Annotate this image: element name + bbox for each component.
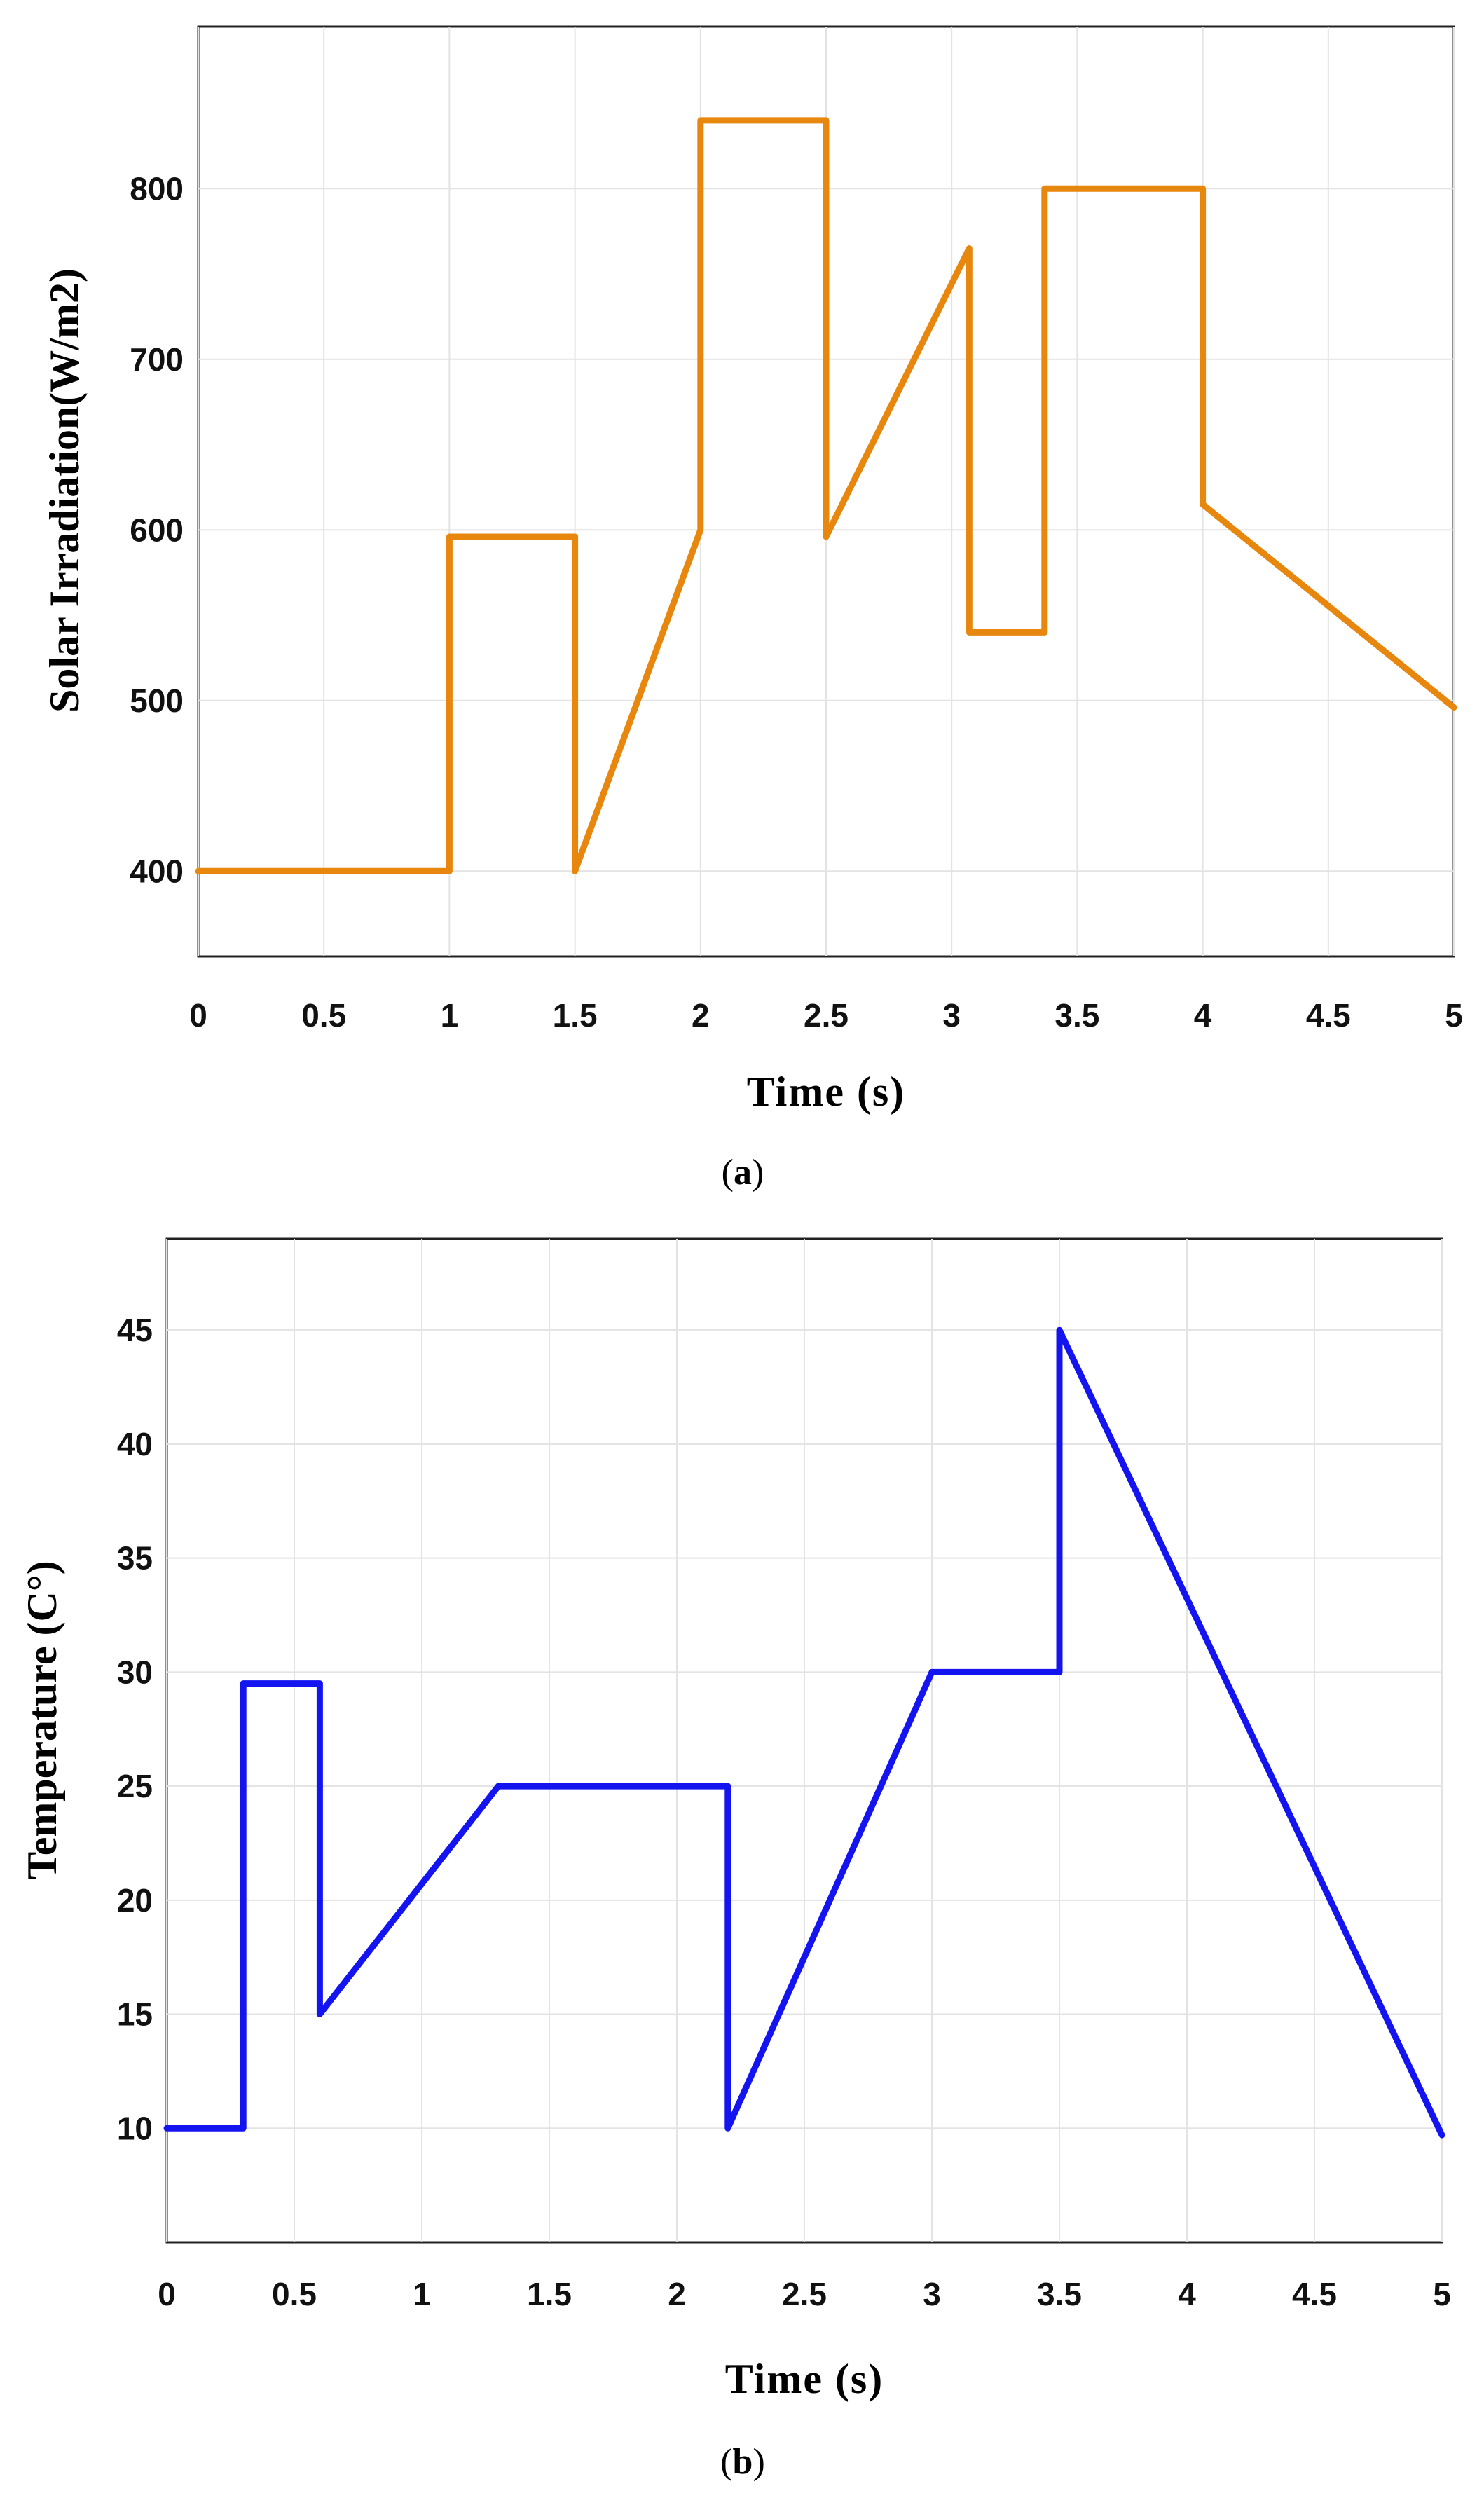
y-tick-label: 800: [130, 170, 184, 207]
x-tick-label: 4: [1178, 2276, 1196, 2312]
x-tick-label: 3: [923, 2276, 941, 2312]
y-tick-label: 15: [117, 1996, 153, 2033]
x-tick-label: 2: [692, 997, 710, 1034]
irradiation-line: [195, 117, 1457, 874]
y-tick-label: 35: [117, 1540, 153, 1577]
x-tick-label: 3.5: [1037, 2276, 1082, 2312]
x-tick-label: 0.5: [272, 2276, 317, 2312]
x-tick-label: 2.5: [804, 997, 849, 1034]
x-axis-label-b: Time (s): [725, 2356, 884, 2402]
y-tick-labels-a: 400 500 600 700 800: [130, 170, 184, 889]
grid-b: [166, 1239, 1443, 2242]
x-tick-label: 0: [158, 2276, 176, 2312]
y-tick-label: 500: [130, 682, 184, 719]
x-tick-label: 4.5: [1306, 997, 1351, 1034]
x-tick-label: 4: [1194, 997, 1212, 1034]
y-tick-label: 45: [117, 1312, 153, 1348]
y-tick-label: 25: [117, 1768, 153, 1804]
y-tick-label: 700: [130, 341, 184, 378]
x-tick-label: 1.5: [553, 997, 598, 1034]
x-tick-label: 5: [1445, 997, 1463, 1034]
y-tick-label: 40: [117, 1426, 153, 1462]
x-tick-label: 1.5: [527, 2276, 572, 2312]
x-tick-label: 1: [441, 997, 459, 1034]
y-axis-label-a: Solar Irradiation(W/m2): [41, 268, 88, 713]
x-tick-label: 0: [189, 997, 207, 1034]
x-tick-labels-a: 0 0.5 1 1.5 2 2.5 3 3.5 4 4.5 5: [189, 997, 1463, 1034]
y-tick-label: 600: [130, 512, 184, 548]
x-tick-label: 4.5: [1292, 2276, 1337, 2312]
x-tick-label: 2: [668, 2276, 686, 2312]
chart-a: 0 0.5 1 1.5 2 2.5 3 3.5 4 4.5 5 400 500 600 700 800 Ti…: [41, 25, 1463, 1193]
caption-b: (b): [720, 2442, 765, 2482]
y-tick-labels-b: 10 15 20 25 30 35 40 45: [117, 1312, 153, 2146]
chart-b: 0 0.5 1 1.5 2 2.5 3 3.5 4 4.5 5 10 15 20 25 30 35 40 45 T…: [19, 1237, 1451, 2482]
x-tick-label: 3.5: [1054, 997, 1099, 1034]
y-tick-label: 30: [117, 1654, 153, 1690]
x-tick-label: 3: [942, 997, 961, 1034]
x-tick-label: 2.5: [782, 2276, 827, 2312]
x-axis-label-a: Time (s): [747, 1069, 906, 1115]
y-axis-label-b: Temperature (C°): [19, 1560, 65, 1880]
x-tick-label: 1: [413, 2276, 431, 2312]
x-tick-label: 5: [1433, 2276, 1451, 2312]
y-tick-label: 10: [117, 2110, 153, 2146]
y-tick-label: 20: [117, 1882, 153, 1919]
y-tick-label: 400: [130, 853, 184, 889]
caption-a: (a): [722, 1153, 764, 1193]
temperature-line: [163, 1326, 1445, 2139]
x-tick-label: 0.5: [301, 997, 346, 1034]
x-tick-labels-b: 0 0.5 1 1.5 2 2.5 3 3.5 4 4.5 5: [158, 2276, 1451, 2312]
